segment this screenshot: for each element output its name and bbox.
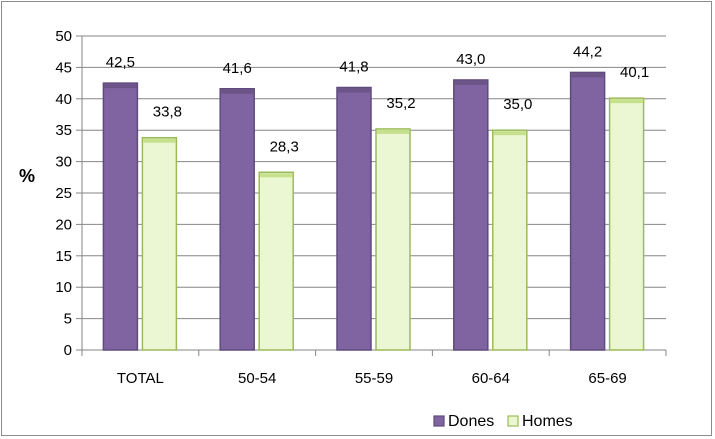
bar-top-dones [454,80,487,85]
bar-top-dones [338,88,370,93]
data-label: 35,0 [503,96,532,113]
y-tick-label: 30 [55,154,72,171]
y-tick-label: 0 [64,342,72,359]
data-label: 28,3 [270,138,299,155]
data-label: 43,0 [456,51,485,68]
bar-homes [492,129,528,351]
bar-dones [219,88,255,351]
x-tick-label: TOTAL [117,370,164,387]
bar-top-homes [260,173,293,178]
y-tick-label: 25 [55,185,72,202]
bar-top-homes [610,99,643,104]
y-tick-label: 45 [55,59,72,76]
bar-top-homes [377,129,409,134]
bar-dones [569,71,606,351]
bar-homes [375,128,411,351]
bar-dones [336,86,372,351]
bar-homes [258,171,294,351]
bar-top-dones [221,89,254,94]
bar-top-dones [571,73,604,78]
bar-dones [102,82,139,351]
y-tick-label: 50 [55,28,72,45]
y-tick-label: 40 [55,91,72,108]
y-axis-label: % [19,166,35,186]
data-label: 40,1 [620,64,649,81]
bar-dones [453,79,489,351]
legend-label-dones: Dones [448,413,494,430]
legend-swatch-homes [507,415,519,427]
legend: Dones Homes [433,413,573,430]
bar-top-homes [143,138,176,143]
legend-label-homes: Homes [522,413,573,430]
bar-top-dones [104,84,137,89]
x-tick-label: 60-64 [472,370,510,387]
y-tick-label: 20 [55,216,72,233]
data-label: 41,6 [223,60,252,77]
data-label: 41,8 [339,58,368,75]
y-tick-label: 35 [55,122,72,139]
y-tick-label: 15 [55,248,72,265]
data-label: 33,8 [153,104,182,121]
y-tick-label: 5 [64,311,72,328]
bar-homes [141,136,178,351]
y-tick-label: 10 [55,279,72,296]
bar-homes [608,97,645,351]
data-label: 35,2 [386,95,415,112]
data-label: 44,2 [573,43,602,60]
x-tick-label: 65-69 [588,370,626,387]
bar-top-homes [493,131,526,136]
legend-swatch-dones [433,415,445,427]
data-label: 42,5 [106,54,135,71]
x-tick-label: 55-59 [355,370,393,387]
x-tick-label: 50-54 [238,370,276,387]
